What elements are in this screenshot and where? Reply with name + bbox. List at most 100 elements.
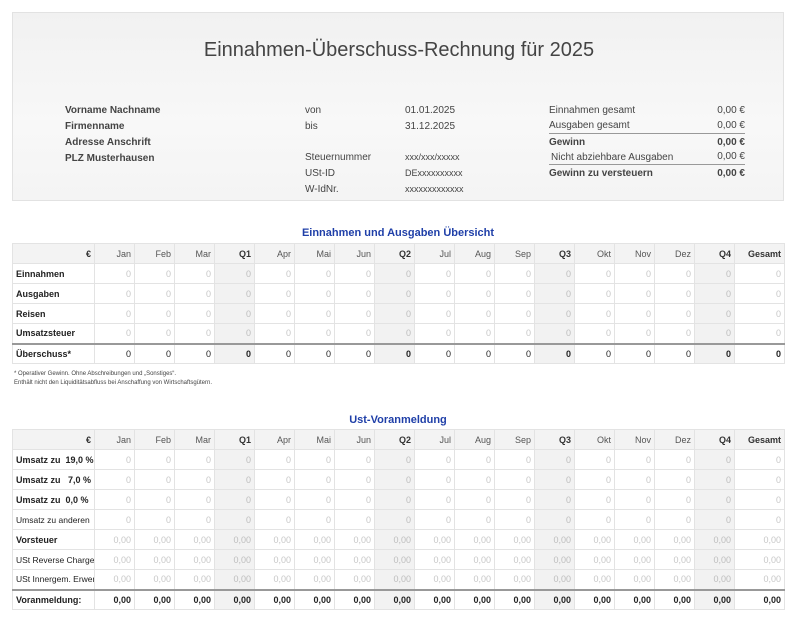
cell-sep[interactable]: 0: [494, 489, 535, 510]
cell-sep[interactable]: 0: [494, 469, 535, 490]
cell-mai[interactable]: 0: [294, 449, 335, 470]
cell-jun[interactable]: 0,00: [334, 569, 375, 590]
cell-jul[interactable]: 0,00: [414, 529, 455, 550]
cell-q1[interactable]: 0: [214, 323, 255, 344]
cell-sep[interactable]: 0: [494, 323, 535, 344]
cell-aug[interactable]: 0,00: [454, 549, 495, 570]
cell-q4[interactable]: 0: [694, 283, 735, 304]
cell-q1[interactable]: 0: [214, 303, 255, 324]
cell-apr[interactable]: 0,00: [254, 569, 295, 590]
cell-feb[interactable]: 0: [134, 303, 175, 324]
cell-gesamt[interactable]: 0: [734, 509, 785, 530]
cell-sep[interactable]: 0,00: [494, 549, 535, 570]
cell-feb[interactable]: 0: [134, 489, 175, 510]
cell-jan[interactable]: 0: [94, 489, 135, 510]
cell-mar[interactable]: 0,00: [174, 569, 215, 590]
cell-mai[interactable]: 0,00: [294, 549, 335, 570]
cell-q3[interactable]: 0: [534, 469, 575, 490]
cell-mar[interactable]: 0: [174, 449, 215, 470]
cell-dez[interactable]: 0: [654, 342, 695, 364]
cell-gesamt[interactable]: 0,00: [734, 569, 785, 590]
cell-mar[interactable]: 0: [174, 323, 215, 344]
cell-okt[interactable]: 0,00: [574, 569, 615, 590]
cell-jan[interactable]: 0,00: [94, 569, 135, 590]
cell-jul[interactable]: 0: [414, 303, 455, 324]
cell-okt[interactable]: 0: [574, 323, 615, 344]
cell-q1[interactable]: 0: [214, 449, 255, 470]
cell-dez[interactable]: 0,00: [654, 588, 695, 610]
cell-aug[interactable]: 0: [454, 342, 495, 364]
cell-jun[interactable]: 0,00: [334, 588, 375, 610]
cell-q3[interactable]: 0: [534, 489, 575, 510]
cell-jun[interactable]: 0: [334, 263, 375, 284]
cell-jan[interactable]: 0,00: [94, 588, 135, 610]
cell-dez[interactable]: 0: [654, 303, 695, 324]
cell-feb[interactable]: 0: [134, 263, 175, 284]
cell-aug[interactable]: 0: [454, 263, 495, 284]
cell-q4[interactable]: 0: [694, 489, 735, 510]
cell-q4[interactable]: 0,00: [694, 588, 735, 610]
cell-jul[interactable]: 0: [414, 342, 455, 364]
cell-q1[interactable]: 0,00: [214, 529, 255, 550]
cell-mar[interactable]: 0,00: [174, 549, 215, 570]
cell-apr[interactable]: 0,00: [254, 549, 295, 570]
cell-q4[interactable]: 0: [694, 263, 735, 284]
cell-q1[interactable]: 0,00: [214, 569, 255, 590]
cell-jan[interactable]: 0: [94, 469, 135, 490]
cell-sep[interactable]: 0: [494, 449, 535, 470]
cell-mar[interactable]: 0: [174, 342, 215, 364]
cell-mai[interactable]: 0,00: [294, 588, 335, 610]
cell-q2[interactable]: 0,00: [374, 529, 415, 550]
cell-mar[interactable]: 0: [174, 509, 215, 530]
cell-q2[interactable]: 0: [374, 303, 415, 324]
cell-q2[interactable]: 0: [374, 509, 415, 530]
cell-dez[interactable]: 0,00: [654, 569, 695, 590]
cell-okt[interactable]: 0,00: [574, 549, 615, 570]
cell-nov[interactable]: 0,00: [614, 569, 655, 590]
cell-dez[interactable]: 0: [654, 449, 695, 470]
cell-q3[interactable]: 0: [534, 283, 575, 304]
cell-okt[interactable]: 0: [574, 263, 615, 284]
cell-dez[interactable]: 0,00: [654, 529, 695, 550]
cell-jun[interactable]: 0,00: [334, 529, 375, 550]
cell-q2[interactable]: 0: [374, 342, 415, 364]
cell-jul[interactable]: 0: [414, 323, 455, 344]
cell-q4[interactable]: 0,00: [694, 569, 735, 590]
cell-feb[interactable]: 0: [134, 323, 175, 344]
cell-jan[interactable]: 0: [94, 303, 135, 324]
cell-okt[interactable]: 0,00: [574, 529, 615, 550]
cell-aug[interactable]: 0: [454, 469, 495, 490]
cell-apr[interactable]: 0: [254, 469, 295, 490]
cell-apr[interactable]: 0: [254, 323, 295, 344]
cell-q3[interactable]: 0: [534, 342, 575, 364]
cell-sep[interactable]: 0,00: [494, 569, 535, 590]
cell-gesamt[interactable]: 0: [734, 489, 785, 510]
cell-jul[interactable]: 0: [414, 509, 455, 530]
cell-apr[interactable]: 0,00: [254, 529, 295, 550]
cell-mai[interactable]: 0: [294, 283, 335, 304]
cell-q2[interactable]: 0: [374, 323, 415, 344]
cell-q4[interactable]: 0: [694, 469, 735, 490]
cell-apr[interactable]: 0: [254, 283, 295, 304]
cell-gesamt[interactable]: 0,00: [734, 529, 785, 550]
cell-sep[interactable]: 0: [494, 342, 535, 364]
cell-aug[interactable]: 0: [454, 509, 495, 530]
cell-jan[interactable]: 0: [94, 323, 135, 344]
cell-aug[interactable]: 0,00: [454, 588, 495, 610]
cell-gesamt[interactable]: 0,00: [734, 588, 785, 610]
cell-q1[interactable]: 0: [214, 342, 255, 364]
cell-aug[interactable]: 0: [454, 323, 495, 344]
cell-apr[interactable]: 0: [254, 509, 295, 530]
cell-nov[interactable]: 0: [614, 323, 655, 344]
cell-feb[interactable]: 0: [134, 342, 175, 364]
cell-q3[interactable]: 0,00: [534, 549, 575, 570]
cell-jan[interactable]: 0,00: [94, 549, 135, 570]
cell-gesamt[interactable]: 0: [734, 449, 785, 470]
cell-aug[interactable]: 0,00: [454, 529, 495, 550]
cell-q1[interactable]: 0: [214, 263, 255, 284]
cell-q3[interactable]: 0,00: [534, 588, 575, 610]
cell-nov[interactable]: 0: [614, 342, 655, 364]
cell-mar[interactable]: 0: [174, 469, 215, 490]
cell-nov[interactable]: 0: [614, 469, 655, 490]
cell-jun[interactable]: 0,00: [334, 549, 375, 570]
